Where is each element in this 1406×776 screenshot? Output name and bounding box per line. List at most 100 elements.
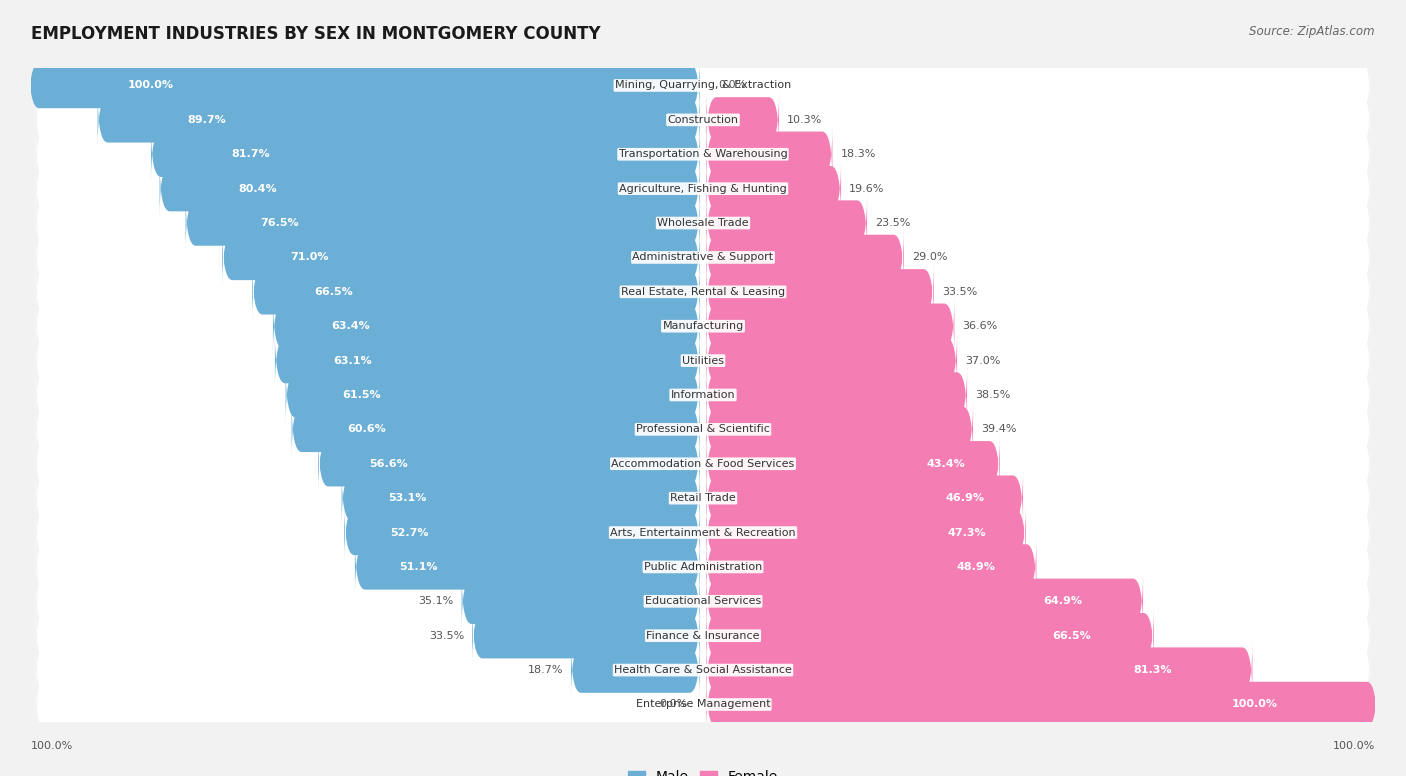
Text: 10.3%: 10.3% — [787, 115, 823, 125]
FancyBboxPatch shape — [35, 162, 1371, 215]
Text: 23.5%: 23.5% — [875, 218, 911, 228]
FancyBboxPatch shape — [706, 126, 832, 183]
Text: Enterprise Management: Enterprise Management — [636, 699, 770, 709]
Text: 46.9%: 46.9% — [945, 494, 984, 503]
Text: Information: Information — [671, 390, 735, 400]
Legend: Male, Female: Male, Female — [623, 765, 783, 776]
FancyBboxPatch shape — [276, 331, 700, 390]
FancyBboxPatch shape — [706, 607, 1154, 664]
Text: 66.5%: 66.5% — [1053, 631, 1091, 641]
FancyBboxPatch shape — [35, 300, 1371, 352]
Text: Professional & Scientific: Professional & Scientific — [636, 424, 770, 435]
Text: Transportation & Warehousing: Transportation & Warehousing — [619, 149, 787, 159]
Text: 52.7%: 52.7% — [391, 528, 429, 538]
Text: 63.1%: 63.1% — [333, 355, 373, 365]
FancyBboxPatch shape — [706, 504, 1026, 561]
FancyBboxPatch shape — [35, 575, 1371, 628]
Text: 100.0%: 100.0% — [128, 81, 174, 91]
Text: 61.5%: 61.5% — [342, 390, 381, 400]
Text: 18.3%: 18.3% — [841, 149, 876, 159]
FancyBboxPatch shape — [35, 94, 1371, 146]
FancyBboxPatch shape — [35, 334, 1371, 386]
Text: Accommodation & Food Services: Accommodation & Food Services — [612, 459, 794, 469]
Text: 76.5%: 76.5% — [260, 218, 298, 228]
Text: 38.5%: 38.5% — [976, 390, 1011, 400]
Text: Construction: Construction — [668, 115, 738, 125]
Text: 51.1%: 51.1% — [399, 562, 437, 572]
FancyBboxPatch shape — [35, 644, 1371, 696]
FancyBboxPatch shape — [706, 400, 973, 459]
FancyBboxPatch shape — [706, 160, 841, 217]
FancyBboxPatch shape — [706, 676, 1376, 733]
Text: 29.0%: 29.0% — [912, 252, 948, 262]
FancyBboxPatch shape — [706, 331, 957, 390]
FancyBboxPatch shape — [706, 91, 779, 149]
FancyBboxPatch shape — [273, 297, 700, 355]
FancyBboxPatch shape — [706, 469, 1024, 527]
FancyBboxPatch shape — [97, 91, 700, 149]
Text: 63.4%: 63.4% — [332, 321, 370, 331]
Text: 56.6%: 56.6% — [368, 459, 408, 469]
Text: 66.5%: 66.5% — [315, 287, 353, 296]
Text: 60.6%: 60.6% — [347, 424, 385, 435]
FancyBboxPatch shape — [160, 160, 700, 217]
Text: Finance & Insurance: Finance & Insurance — [647, 631, 759, 641]
FancyBboxPatch shape — [35, 197, 1371, 249]
Text: 81.7%: 81.7% — [232, 149, 270, 159]
FancyBboxPatch shape — [222, 229, 700, 286]
Text: 47.3%: 47.3% — [948, 528, 986, 538]
Text: Mining, Quarrying, & Extraction: Mining, Quarrying, & Extraction — [614, 81, 792, 91]
FancyBboxPatch shape — [35, 610, 1371, 662]
FancyBboxPatch shape — [706, 538, 1036, 596]
Text: 89.7%: 89.7% — [188, 115, 226, 125]
Text: EMPLOYMENT INDUSTRIES BY SEX IN MONTGOMERY COUNTY: EMPLOYMENT INDUSTRIES BY SEX IN MONTGOME… — [31, 25, 600, 43]
FancyBboxPatch shape — [35, 128, 1371, 180]
FancyBboxPatch shape — [706, 435, 1000, 493]
Text: 80.4%: 80.4% — [239, 184, 277, 194]
FancyBboxPatch shape — [186, 194, 700, 252]
Text: 19.6%: 19.6% — [849, 184, 884, 194]
Text: 100.0%: 100.0% — [1232, 699, 1278, 709]
Text: 64.9%: 64.9% — [1043, 596, 1083, 606]
FancyBboxPatch shape — [706, 194, 868, 252]
Text: 53.1%: 53.1% — [388, 494, 426, 503]
Text: 100.0%: 100.0% — [31, 741, 73, 751]
FancyBboxPatch shape — [30, 57, 700, 114]
FancyBboxPatch shape — [461, 573, 700, 630]
FancyBboxPatch shape — [35, 265, 1371, 318]
FancyBboxPatch shape — [342, 469, 700, 527]
FancyBboxPatch shape — [35, 507, 1371, 559]
Text: Retail Trade: Retail Trade — [671, 494, 735, 503]
Text: Administrative & Support: Administrative & Support — [633, 252, 773, 262]
Text: Wholesale Trade: Wholesale Trade — [657, 218, 749, 228]
FancyBboxPatch shape — [706, 297, 955, 355]
FancyBboxPatch shape — [344, 504, 700, 561]
Text: Manufacturing: Manufacturing — [662, 321, 744, 331]
FancyBboxPatch shape — [150, 126, 700, 183]
Text: Utilities: Utilities — [682, 355, 724, 365]
FancyBboxPatch shape — [318, 435, 700, 493]
FancyBboxPatch shape — [35, 59, 1371, 112]
Text: Educational Services: Educational Services — [645, 596, 761, 606]
Text: Health Care & Social Assistance: Health Care & Social Assistance — [614, 665, 792, 675]
Text: Arts, Entertainment & Recreation: Arts, Entertainment & Recreation — [610, 528, 796, 538]
FancyBboxPatch shape — [35, 541, 1371, 593]
FancyBboxPatch shape — [35, 472, 1371, 525]
Text: 36.6%: 36.6% — [963, 321, 998, 331]
Text: 0.0%: 0.0% — [659, 699, 688, 709]
FancyBboxPatch shape — [35, 231, 1371, 283]
Text: 48.9%: 48.9% — [956, 562, 995, 572]
FancyBboxPatch shape — [472, 607, 700, 664]
Text: 18.7%: 18.7% — [527, 665, 562, 675]
FancyBboxPatch shape — [706, 263, 934, 320]
Text: 43.4%: 43.4% — [927, 459, 965, 469]
FancyBboxPatch shape — [35, 438, 1371, 490]
FancyBboxPatch shape — [706, 641, 1253, 699]
FancyBboxPatch shape — [571, 641, 700, 699]
Text: 0.0%: 0.0% — [718, 81, 747, 91]
Text: Agriculture, Fishing & Hunting: Agriculture, Fishing & Hunting — [619, 184, 787, 194]
FancyBboxPatch shape — [285, 366, 700, 424]
Text: 33.5%: 33.5% — [429, 631, 464, 641]
FancyBboxPatch shape — [291, 400, 700, 459]
FancyBboxPatch shape — [354, 538, 700, 596]
